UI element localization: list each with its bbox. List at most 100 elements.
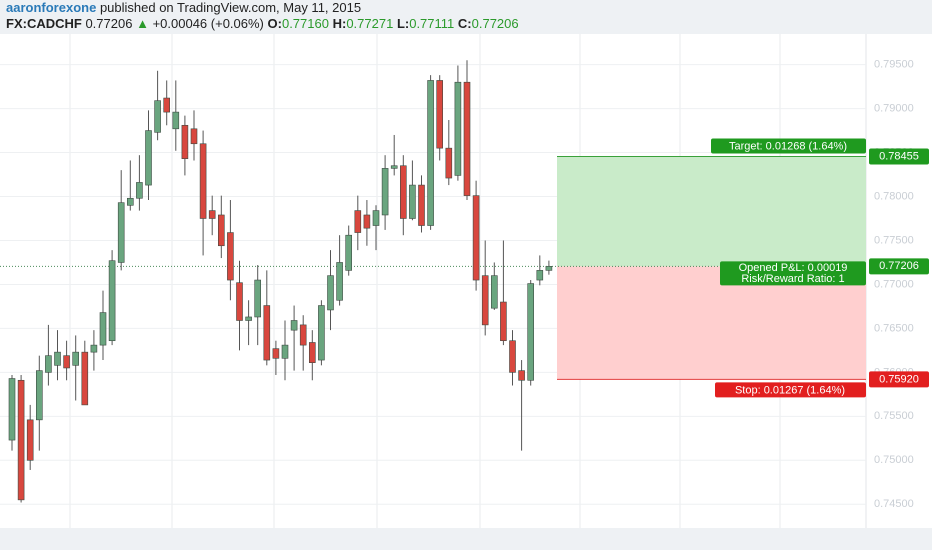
candle-body [363, 214, 371, 229]
entry-price-box [869, 258, 929, 275]
candle-body [272, 348, 280, 359]
candle-body [463, 81, 471, 196]
candle-body [54, 351, 61, 366]
ohlc-value: 0.77111 [409, 16, 455, 31]
y-tick-label: 0.77000 [874, 278, 914, 290]
change: +0.00046 (+0.06%) [152, 16, 264, 31]
symbol-line: FX:CADCHF 0.77206 ▲ +0.00046 (+0.06%) O:… [6, 16, 926, 32]
candle-body [472, 195, 480, 281]
candle-body [454, 81, 462, 176]
ohlc-label: H: [332, 16, 347, 31]
target-label: Target: 0.01268 (1.64%) [729, 140, 847, 152]
candle-body [208, 210, 216, 219]
pnl-box [720, 261, 866, 286]
candle-body [90, 344, 98, 353]
candle-body [545, 266, 553, 271]
candle-body [445, 147, 453, 179]
candle-body [500, 301, 507, 342]
candle-body [327, 275, 334, 311]
candle-body [99, 312, 107, 346]
profit-zone [557, 156, 866, 267]
candle-body [199, 143, 207, 219]
candle-body [536, 270, 544, 281]
ohlc-label: C: [457, 16, 472, 31]
rr-label: Risk/Reward Ratio: 1 [741, 273, 844, 285]
y-tick-label: 0.79500 [874, 59, 914, 71]
pnl-label: Opened P&L: 0.00019 [739, 262, 848, 274]
ohlc-value: 0.77160 [281, 16, 329, 31]
last-price: 0.77206 [85, 16, 133, 31]
candle-body [227, 232, 234, 281]
candle-body [254, 279, 261, 318]
stop-label-box [715, 382, 866, 398]
candle-body [518, 370, 525, 381]
candle-body [527, 283, 535, 381]
candle-body [345, 234, 353, 271]
candle-body [245, 316, 252, 321]
candle-body [281, 344, 289, 359]
candle-body [509, 340, 516, 373]
candle-body [427, 80, 434, 226]
candle-body [299, 324, 307, 346]
stop-price-box [869, 371, 929, 388]
candle-body [108, 260, 116, 342]
candle-body [390, 165, 398, 169]
candle-body [63, 355, 70, 369]
candle-body [35, 370, 43, 421]
candle-body [190, 128, 198, 145]
chart: 0.745000.750000.755000.760000.765000.770… [0, 34, 932, 528]
candle-body [236, 282, 243, 321]
ohlc-value: 0.77206 [471, 16, 519, 31]
candle-body [163, 97, 170, 113]
candle-body [181, 124, 189, 160]
candle-body [318, 305, 325, 361]
entry-price-label: 0.77206 [879, 260, 919, 272]
candle-body [117, 202, 125, 263]
ohlc-legend: O:0.77160 H:0.77271 L:0.77111 C:0.77206 [268, 16, 519, 31]
candle-body [290, 320, 298, 331]
stop-price-label: 0.75920 [879, 373, 919, 385]
candle-body [172, 111, 180, 130]
candle-body [81, 351, 89, 406]
candle-body [372, 210, 380, 226]
y-tick-label: 0.76500 [874, 322, 914, 334]
candle-body [154, 100, 161, 133]
y-tick-label: 0.77500 [874, 234, 914, 246]
header: aaronforexone published on TradingView.c… [6, 0, 926, 34]
author: aaronforexone [6, 0, 97, 15]
change-arrow: ▲ [136, 16, 149, 31]
candle-body [308, 342, 316, 363]
symbol: FX:CADCHF [6, 16, 82, 31]
candle-body [409, 184, 416, 219]
stop-label: Stop: 0.01267 (1.64%) [735, 384, 845, 396]
candle-body [136, 182, 143, 199]
target-label-box [711, 138, 866, 154]
candle-body [418, 184, 425, 226]
y-tick-label: 0.75000 [874, 454, 914, 466]
candle-body [354, 210, 362, 233]
candle-body [8, 378, 16, 441]
ohlc-label: O: [267, 16, 282, 31]
candle-body [17, 379, 25, 501]
ohlc-label: L: [396, 16, 410, 31]
publish-line: aaronforexone published on TradingView.c… [6, 0, 926, 16]
y-tick-label: 0.74500 [874, 498, 914, 510]
y-tick-label: 0.79000 [874, 102, 914, 114]
candle-body [336, 262, 343, 301]
candle-body [399, 165, 407, 219]
candle-body [72, 351, 79, 366]
candle-body [26, 419, 34, 461]
candle-body [145, 130, 152, 186]
candle-body [45, 355, 52, 373]
target-price-label: 0.78455 [879, 150, 919, 162]
candle-body [436, 80, 444, 149]
y-tick-label: 0.75500 [874, 410, 914, 422]
published: published on TradingView.com, May 11, 20… [99, 0, 362, 15]
target-price-box [869, 148, 929, 165]
candle-body [263, 305, 271, 361]
candle-body [127, 197, 134, 206]
y-tick-label: 0.78000 [874, 190, 914, 202]
candle-body [381, 168, 389, 216]
candle-body [490, 275, 498, 309]
